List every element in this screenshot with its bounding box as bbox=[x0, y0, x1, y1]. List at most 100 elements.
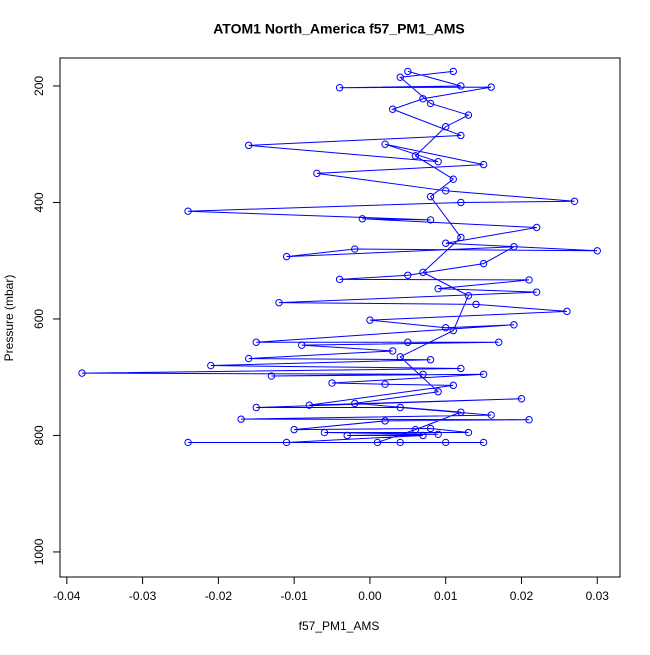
data-point bbox=[426, 192, 435, 201]
data-point bbox=[282, 438, 291, 447]
data-point bbox=[267, 372, 276, 380]
x-tick-label: -0.03 bbox=[129, 589, 157, 603]
chart-title: ATOM1 North_America f57_PM1_AMS bbox=[213, 21, 465, 37]
data-point bbox=[396, 353, 404, 361]
data-point bbox=[510, 243, 518, 251]
data-point bbox=[563, 307, 571, 316]
data-point bbox=[419, 370, 427, 378]
x-tick-label: 0.01 bbox=[434, 589, 458, 603]
data-point bbox=[479, 438, 488, 447]
data-point bbox=[487, 411, 495, 419]
data-point bbox=[419, 95, 427, 103]
data-point bbox=[244, 354, 253, 363]
data-point bbox=[434, 430, 442, 438]
data-point bbox=[411, 152, 420, 160]
data-point bbox=[419, 268, 427, 277]
data-point bbox=[282, 252, 291, 261]
data-point bbox=[457, 131, 465, 140]
y-tick-label: 800 bbox=[32, 425, 46, 445]
data-point bbox=[396, 403, 404, 412]
data-point bbox=[464, 291, 473, 300]
data-point bbox=[358, 215, 367, 223]
data-point bbox=[457, 364, 465, 373]
data-point bbox=[449, 381, 457, 390]
data-point bbox=[305, 401, 314, 409]
data-point bbox=[434, 388, 442, 396]
data-point bbox=[464, 111, 473, 119]
data-point bbox=[404, 271, 412, 279]
data-point bbox=[381, 380, 389, 388]
data-point bbox=[388, 105, 397, 113]
data-point bbox=[479, 160, 488, 169]
data-line bbox=[81, 70, 598, 443]
data-point bbox=[449, 67, 457, 76]
data-point bbox=[396, 73, 404, 81]
data-point bbox=[457, 198, 465, 207]
data-point bbox=[275, 298, 283, 307]
data-point bbox=[244, 141, 253, 150]
y-tick-label: 600 bbox=[32, 309, 46, 329]
data-point bbox=[388, 347, 397, 355]
data-point bbox=[335, 84, 344, 92]
data-point bbox=[426, 356, 435, 364]
data-point bbox=[252, 403, 260, 412]
data-point bbox=[593, 247, 601, 255]
x-tick-label: -0.01 bbox=[280, 589, 308, 603]
data-point bbox=[457, 233, 465, 242]
data-point bbox=[442, 123, 450, 131]
data-point bbox=[472, 300, 480, 309]
data-point bbox=[419, 431, 427, 440]
data-point bbox=[449, 326, 457, 335]
data-point bbox=[298, 341, 306, 349]
data-point bbox=[237, 415, 245, 423]
x-tick-label: -0.04 bbox=[53, 589, 81, 603]
x-tick-label: -0.02 bbox=[205, 589, 233, 603]
data-point bbox=[525, 276, 533, 284]
data-point bbox=[351, 399, 359, 408]
data-point bbox=[313, 169, 321, 178]
data-point bbox=[464, 428, 473, 437]
y-tick-label: 200 bbox=[32, 76, 46, 96]
data-point bbox=[320, 428, 329, 437]
data-point bbox=[442, 438, 450, 447]
data-point bbox=[290, 425, 298, 434]
x-tick-label: 0.00 bbox=[358, 589, 382, 603]
data-point bbox=[570, 197, 579, 205]
data-point bbox=[411, 425, 420, 434]
data-point bbox=[487, 83, 495, 91]
data-point bbox=[426, 99, 435, 108]
data-point bbox=[532, 223, 541, 232]
data-point bbox=[449, 175, 457, 183]
data-point bbox=[457, 82, 465, 90]
data-point bbox=[517, 395, 526, 403]
data-point bbox=[404, 67, 412, 76]
data-point bbox=[328, 379, 336, 387]
data-point bbox=[442, 187, 450, 195]
plot-frame bbox=[59, 57, 621, 578]
data-point bbox=[426, 216, 435, 224]
data-point bbox=[396, 438, 404, 447]
data-point bbox=[457, 408, 465, 416]
data-point bbox=[78, 369, 86, 377]
data-point bbox=[525, 416, 533, 424]
data-point bbox=[442, 323, 450, 332]
data-point bbox=[373, 438, 382, 447]
data-point bbox=[184, 438, 192, 447]
data-point bbox=[252, 338, 260, 346]
y-tick-label: 400 bbox=[32, 192, 46, 212]
y-axis-label: Pressure (mbar) bbox=[2, 275, 16, 362]
data-point bbox=[434, 157, 442, 166]
x-tick-label: 0.02 bbox=[510, 589, 534, 603]
data-point bbox=[479, 259, 488, 268]
data-point bbox=[381, 417, 389, 425]
data-point bbox=[184, 207, 192, 215]
data-point bbox=[366, 316, 374, 324]
data-point bbox=[404, 338, 412, 346]
x-axis-label: f57_PM1_AMS bbox=[299, 619, 380, 633]
data-point bbox=[381, 140, 389, 148]
data-point bbox=[426, 424, 435, 433]
data-point bbox=[351, 245, 359, 253]
data-point bbox=[343, 431, 351, 440]
